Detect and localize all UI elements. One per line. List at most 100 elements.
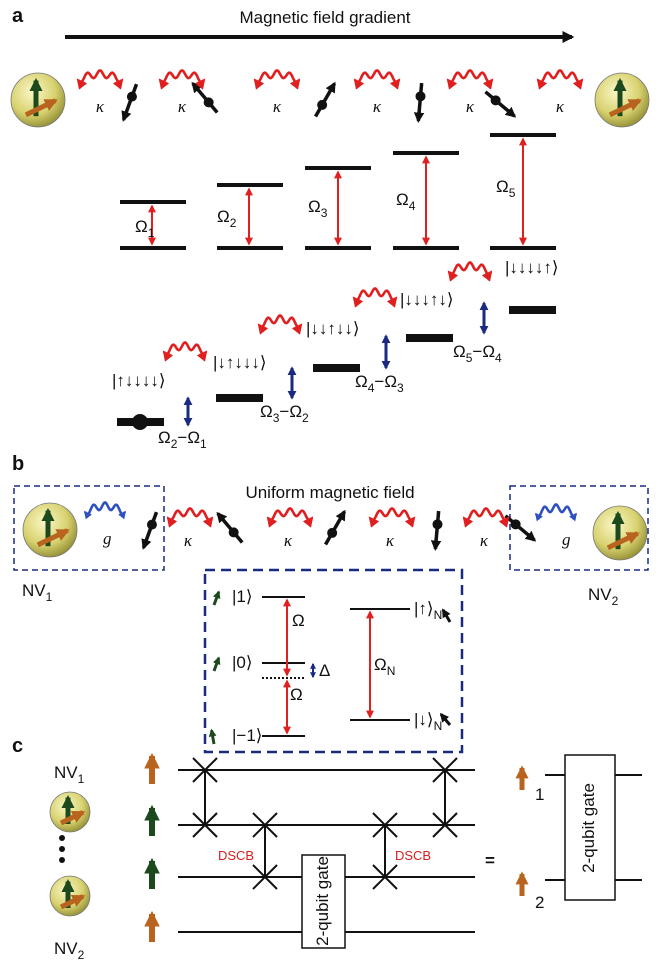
text-part: −Ω	[177, 428, 200, 447]
text-part: NV	[22, 581, 46, 600]
state-bar	[216, 394, 263, 402]
coupling-label: κ	[178, 97, 187, 116]
text-part: |↑⟩	[414, 599, 434, 618]
detuning-label: Ω2−Ω1	[158, 428, 207, 451]
nv-label: NV1	[54, 763, 85, 786]
nv-label: NV1	[22, 581, 53, 604]
dscb-label: DSCB	[395, 848, 431, 863]
spin	[218, 513, 242, 542]
panel-title: Uniform magnetic field	[245, 483, 414, 502]
subscript: 3	[397, 381, 404, 395]
coupling-label: κ	[466, 97, 475, 116]
detuning-label: Δ	[319, 661, 330, 680]
dscb-label: DSCB	[218, 848, 254, 863]
text-part: NV	[588, 585, 612, 604]
text-part: Ω	[135, 217, 148, 236]
spin-state: |↑↓↓↓↓⟩	[112, 371, 166, 390]
wavy-coupling	[164, 343, 206, 355]
spin-state: |↓↑↓↓↓⟩	[213, 353, 267, 372]
text-part: −Ω	[374, 372, 397, 391]
wavy-coupling	[168, 509, 212, 521]
subscript: 2	[302, 411, 309, 425]
subscript: 1	[46, 590, 53, 604]
wavy-coupling	[255, 71, 299, 83]
detuning-label: Ω4−Ω3	[355, 372, 404, 395]
coupling-label: κ	[184, 531, 193, 550]
text-part: Ω	[158, 428, 171, 447]
text-part: Ω	[396, 190, 409, 209]
rabi-label: Ω3	[308, 197, 328, 220]
coupling-label: κ	[284, 531, 293, 550]
detuning-label: Ω5−Ω4	[453, 342, 502, 365]
spin-ball	[491, 95, 501, 105]
ellipsis-dot	[59, 857, 65, 863]
text-part: Ω	[374, 655, 387, 674]
small-spin	[212, 730, 214, 744]
spin	[485, 92, 514, 116]
spin	[435, 511, 438, 549]
rabi-label: Ω2	[217, 207, 237, 230]
text-part: Ω	[496, 177, 509, 196]
wavy-coupling	[355, 71, 399, 83]
text-part: Ω	[453, 342, 466, 361]
wavy-coupling	[85, 503, 125, 515]
spin-ball	[327, 528, 337, 538]
level-label: |1⟩	[232, 587, 253, 606]
coupling-label: κ	[96, 97, 105, 116]
text-part: Ω	[308, 197, 321, 216]
panel-title: Magnetic field gradient	[239, 8, 410, 27]
rabi-label: Ω	[292, 611, 305, 630]
coupling-label: κ	[480, 531, 489, 550]
wavy-coupling	[268, 509, 312, 521]
text-part: −Ω	[472, 342, 495, 361]
text-part: Ω	[217, 207, 230, 226]
rabi-label: Ω4	[396, 190, 416, 213]
subscript: 3	[321, 206, 328, 220]
wavy-coupling	[78, 71, 122, 83]
level-label: |−1⟩	[232, 726, 262, 745]
level-label: |↓⟩N	[414, 710, 442, 733]
spin-ball	[511, 519, 521, 529]
spin	[316, 84, 335, 117]
gate-label: 2-qubit gate	[313, 856, 332, 946]
wavy-coupling	[538, 71, 582, 83]
gate-label: 2-qubit gate	[579, 783, 598, 873]
subscript: 4	[495, 351, 502, 365]
equals-sign: =	[485, 851, 495, 870]
spin-ball	[415, 91, 425, 101]
text-part: NV	[54, 939, 78, 958]
coupling-label: g	[562, 530, 571, 549]
level-label: |↑⟩N	[414, 599, 442, 622]
text-part: −Ω	[279, 402, 302, 421]
qubit-label: 2	[535, 893, 544, 912]
small-spin	[214, 592, 219, 605]
subscript: 1	[78, 772, 85, 786]
spin-ball	[204, 97, 214, 107]
text-part: Ω	[260, 402, 273, 421]
ellipsis-dot	[59, 846, 65, 852]
nv-label: NV2	[54, 939, 85, 962]
coupling-label: κ	[386, 531, 395, 550]
qubit-label: 1	[535, 785, 544, 804]
subscript: N	[434, 719, 443, 733]
subscript: N	[434, 608, 443, 622]
rabi-label: Ω5	[496, 177, 516, 200]
spin	[418, 83, 421, 121]
subscript: 4	[409, 199, 416, 213]
spin	[144, 512, 157, 548]
spin-state: |↓↓↑↓↓⟩	[306, 319, 360, 338]
panel-label: a	[12, 5, 24, 27]
subscript: 2	[78, 948, 85, 962]
wavy-coupling	[449, 263, 491, 275]
wavy-coupling	[354, 289, 396, 301]
wavy-coupling	[464, 509, 508, 521]
wavy-coupling	[448, 71, 492, 83]
state-bar	[313, 364, 360, 372]
spin-ball	[229, 527, 239, 537]
coupling-label: κ	[273, 97, 282, 116]
spin-ball	[127, 92, 137, 102]
spin-state: |↓↓↓↑↓⟩	[400, 290, 454, 309]
ellipsis-dot	[59, 835, 65, 841]
subscript: 5	[509, 186, 516, 200]
spin	[193, 83, 217, 112]
